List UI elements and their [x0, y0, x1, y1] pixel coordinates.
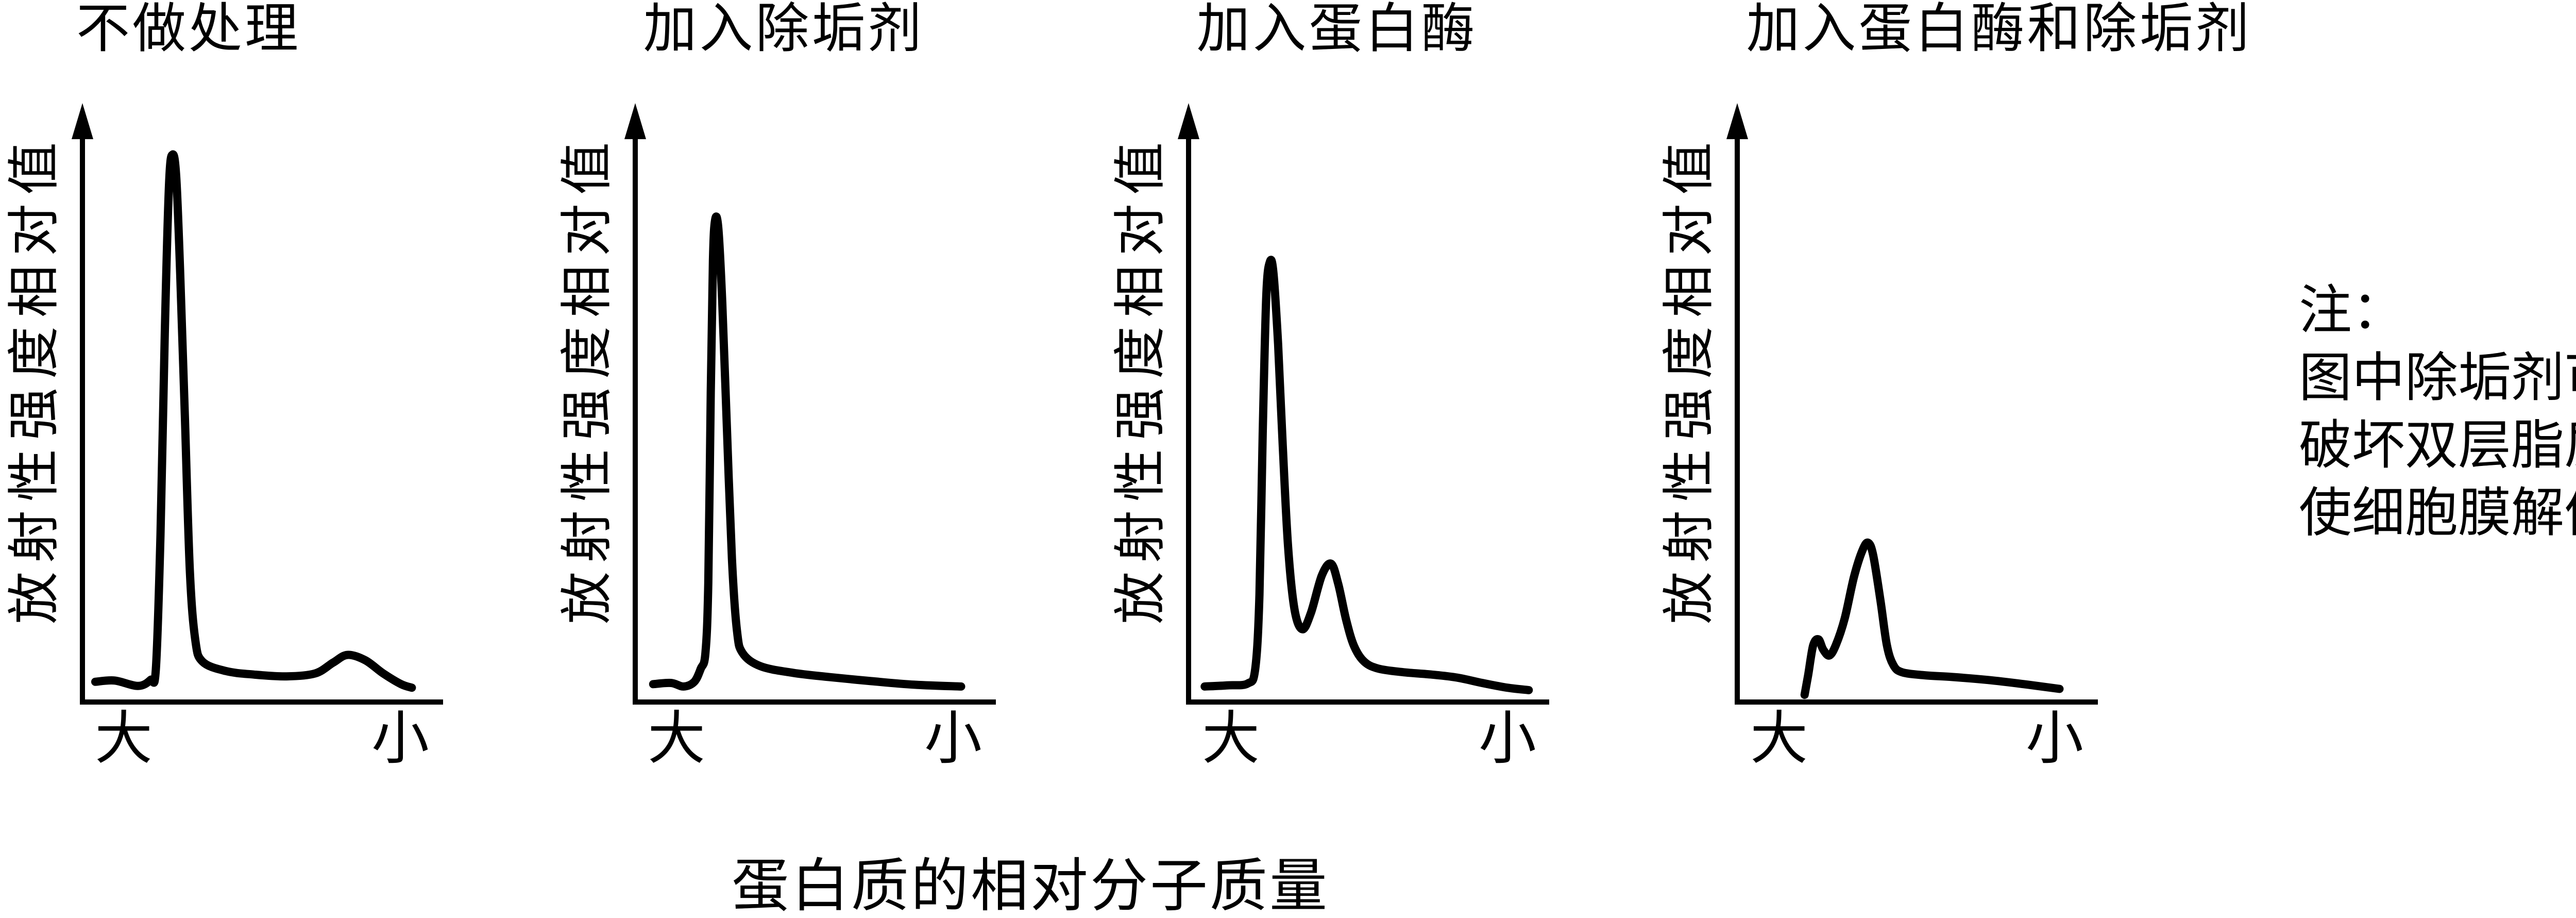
panel-1-plot	[72, 103, 443, 705]
panel-1-x-min-label: 大	[95, 707, 152, 771]
note-line-1: 注：	[2299, 281, 2405, 340]
panel-2-x-max-label: 小	[924, 707, 982, 771]
panel-3-y-axis-arrow-icon	[1178, 103, 1199, 139]
x-axis-label: 蛋白质的相对分子质量	[732, 855, 1329, 918]
note-line-2: 图中除垢剂可以	[2299, 349, 2576, 408]
panel-3-plot	[1178, 103, 1549, 705]
panel-2-plot	[624, 103, 996, 705]
panel-2-y-axis-label: 放射性强度相对值	[558, 133, 617, 624]
panel-3-x-min-label: 大	[1202, 707, 1260, 771]
panel-1-x-max-label: 小	[371, 707, 429, 771]
panel-4-x-min-label: 大	[1750, 707, 1808, 771]
panel-1-curve	[91, 150, 416, 692]
panel-1-y-axis-arrow-icon	[72, 103, 93, 139]
panel-4-curve	[1800, 538, 2064, 699]
note-line-4: 使细胞膜解体	[2299, 484, 2576, 543]
panel-2-curve	[649, 212, 965, 691]
panel-4-y-axis-arrow-icon	[1726, 103, 1748, 139]
panel-3-curve	[1200, 256, 1533, 694]
panel-3-title: 加入蛋白酶	[1196, 0, 1478, 59]
panel-4-title: 加入蛋白酶和除垢剂	[1746, 0, 2252, 59]
panel-2-x-min-label: 大	[648, 707, 705, 771]
panel-4-plot	[1726, 103, 2098, 705]
panel-2-y-axis-arrow-icon	[624, 103, 646, 139]
panel-4-y-axis-label: 放射性强度相对值	[1660, 133, 1719, 624]
panel-3-x-max-label: 小	[1479, 707, 1536, 771]
panel-4-x-max-label: 小	[2026, 707, 2083, 771]
panel-3-y-axis-label: 放射性强度相对值	[1112, 133, 1171, 624]
panel-1-y-axis-label: 放射性强度相对值	[6, 133, 64, 624]
panel-2-title: 加入除垢剂	[643, 0, 924, 59]
note-block: 注： 图中除垢剂可以 破坏双层脂质膜， 使细胞膜解体	[2299, 277, 2576, 547]
panel-1-title: 不做处理	[76, 0, 301, 59]
note-line-3: 破坏双层脂质膜，	[2299, 416, 2576, 475]
